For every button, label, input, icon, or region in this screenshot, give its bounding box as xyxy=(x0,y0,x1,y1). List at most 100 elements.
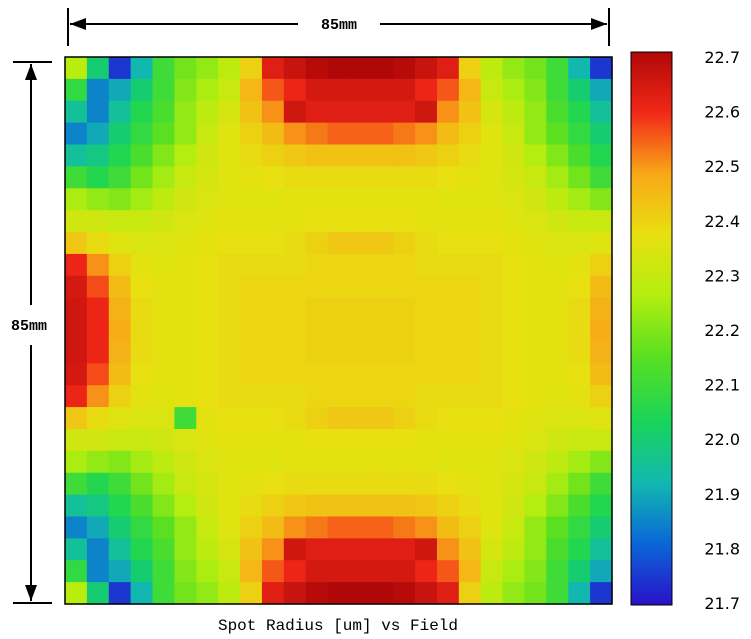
heatmap-cell xyxy=(524,538,547,561)
heatmap-cell xyxy=(502,428,526,452)
heatmap-cell xyxy=(590,166,613,189)
heatmap-cell xyxy=(283,210,307,233)
heatmap-cell xyxy=(458,57,482,80)
heatmap-cell xyxy=(349,363,372,386)
heatmap-cell xyxy=(65,188,88,211)
heatmap-cell xyxy=(305,363,329,386)
heatmap-cell xyxy=(436,428,460,452)
heatmap-cell xyxy=(524,385,547,408)
heatmap-cell xyxy=(218,122,241,146)
heatmap-cell xyxy=(524,428,547,452)
heatmap-cell xyxy=(196,560,219,583)
heatmap-cell xyxy=(218,494,241,518)
heatmap-cell xyxy=(261,385,285,408)
heatmap-cell xyxy=(371,253,394,277)
heatmap-cell xyxy=(283,560,307,583)
heatmap-cell xyxy=(436,407,460,430)
heatmap-cell xyxy=(480,385,504,408)
heatmap-cell xyxy=(305,253,329,277)
heatmap-cell xyxy=(568,582,591,605)
heatmap-cell xyxy=(65,582,88,605)
heatmap-cell xyxy=(196,232,219,255)
heatmap-cell xyxy=(86,582,110,605)
heatmap-cell xyxy=(196,57,219,80)
heatmap-cell xyxy=(349,210,372,233)
heatmap-cell xyxy=(86,450,110,474)
heatmap-cell xyxy=(524,582,547,605)
heatmap-cell xyxy=(130,472,154,496)
heatmap-cell xyxy=(393,78,416,102)
heatmap-cell xyxy=(349,385,372,408)
heatmap-cell xyxy=(152,494,175,518)
heatmap-cell xyxy=(371,122,394,146)
heatmap-cell xyxy=(349,494,372,518)
heatmap-cell xyxy=(415,450,438,474)
heatmap-cell xyxy=(327,385,351,408)
heatmap-cell xyxy=(218,472,241,496)
heatmap-cell xyxy=(458,450,482,474)
heatmap-cell xyxy=(480,319,504,343)
heatmap-cell xyxy=(327,122,351,146)
heatmap-cell xyxy=(152,582,175,605)
heatmap-cell xyxy=(261,516,285,539)
heatmap-cell xyxy=(305,232,329,255)
heatmap-cell xyxy=(371,450,394,474)
heatmap-cell xyxy=(240,188,263,211)
heatmap-cell xyxy=(327,560,351,583)
heatmap-cell xyxy=(436,385,460,408)
heatmap-cell xyxy=(130,428,154,452)
heatmap-cell xyxy=(327,341,351,364)
heatmap-cell xyxy=(218,57,241,80)
heatmap-cell xyxy=(283,582,307,605)
heatmap-cell xyxy=(568,385,591,408)
heatmap-cell xyxy=(546,538,569,561)
heatmap-cell xyxy=(261,78,285,102)
heatmap-cell xyxy=(108,232,132,255)
heatmap-cell xyxy=(371,538,394,561)
colorbar-tick-label: 22.2 xyxy=(704,321,740,340)
heatmap-cell xyxy=(261,494,285,518)
heatmap-cell xyxy=(174,560,197,583)
heatmap-cell xyxy=(546,494,569,518)
heatmap-cell xyxy=(546,385,569,408)
heatmap-cell xyxy=(86,210,110,233)
heatmap-cell xyxy=(261,363,285,386)
heatmap-cell xyxy=(349,450,372,474)
heatmap-cell xyxy=(86,385,110,408)
heatmap-cell xyxy=(415,122,438,146)
heatmap-cell xyxy=(502,319,526,343)
heatmap-cell xyxy=(415,538,438,561)
heatmap-cell xyxy=(327,494,351,518)
heatmap-cell xyxy=(65,253,88,277)
heatmap-cell xyxy=(415,210,438,233)
heatmap-cell xyxy=(415,100,438,124)
heatmap-cell xyxy=(218,232,241,255)
heatmap-cell xyxy=(261,253,285,277)
heatmap-cell xyxy=(261,210,285,233)
heatmap-cell xyxy=(196,407,219,430)
heatmap-cell xyxy=(349,472,372,496)
heatmap-cell xyxy=(130,166,154,189)
heatmap-cell xyxy=(261,144,285,167)
heatmap-cell xyxy=(174,538,197,561)
heatmap-cell xyxy=(436,232,460,255)
heatmap-cell xyxy=(590,57,613,80)
heatmap-cell xyxy=(108,385,132,408)
heatmap-cell xyxy=(393,122,416,146)
heatmap-cell xyxy=(152,472,175,496)
heatmap-cell xyxy=(349,516,372,539)
heatmap-cell xyxy=(502,100,526,124)
heatmap-cell xyxy=(108,363,132,386)
heatmap-cell xyxy=(130,297,154,321)
heatmap-cell xyxy=(502,144,526,167)
heatmap-cell xyxy=(480,582,504,605)
heatmap-cell xyxy=(86,122,110,146)
heatmap-cell xyxy=(218,100,241,124)
heatmap-cell xyxy=(108,166,132,189)
heatmap-cell xyxy=(218,450,241,474)
heatmap-cell xyxy=(65,538,88,561)
heatmap-cell xyxy=(458,210,482,233)
heatmap-cell xyxy=(393,188,416,211)
heatmap-cell xyxy=(261,407,285,430)
heatmap-cell xyxy=(546,319,569,343)
